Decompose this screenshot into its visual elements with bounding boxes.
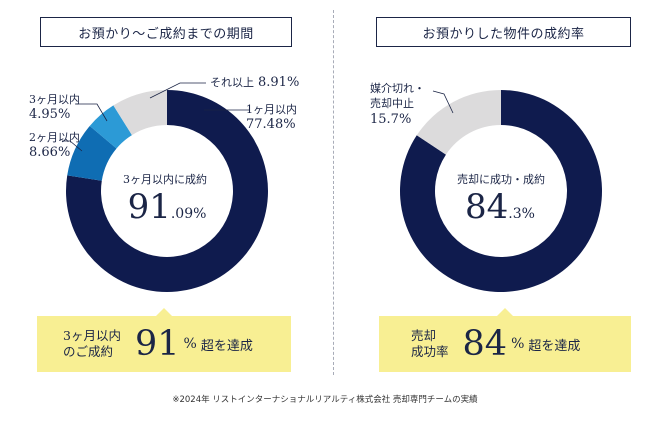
success-rate-chart-title: お預かりした物件の成約率 bbox=[376, 17, 631, 47]
success-center-dec: .3% bbox=[508, 206, 535, 222]
slice-2-months bbox=[67, 125, 117, 181]
label-over-value: 8.91% bbox=[258, 75, 299, 90]
success-banner: 売却 成功率 84 % 超を達成 bbox=[379, 308, 631, 372]
banner-caption-line2: のご成約 bbox=[63, 344, 114, 359]
leader-line-3m bbox=[75, 103, 108, 122]
label-1m-value: 77.48% bbox=[246, 117, 296, 132]
period-donut-chart: 1ヶ月以内 77.48% それ以上 8.91% 3ヶ月以内 4.95% 2ヶ月以… bbox=[29, 75, 299, 292]
period-center-dec: .09% bbox=[171, 206, 207, 222]
period-chart-title: お預かり〜ご成約までの期間 bbox=[40, 17, 292, 47]
label-1m-name: 1ヶ月以内 bbox=[246, 102, 297, 116]
slice-sold bbox=[400, 90, 602, 292]
banner-pointer bbox=[497, 308, 513, 316]
banner-big-number: 84 bbox=[462, 323, 508, 364]
label-2m-name: 2ヶ月以内 bbox=[29, 130, 80, 144]
success-center-caption: 売却に成功・成約 bbox=[457, 172, 545, 186]
banner-percent-unit: % bbox=[183, 336, 197, 352]
banner-pointer bbox=[156, 308, 172, 316]
slice-1-month bbox=[66, 90, 269, 292]
success-rate-donut-chart: 媒介切れ・ 売却中止 15.7% 売却に成功・成約 84.3% bbox=[370, 82, 602, 292]
label-cancelled-value: 15.7% bbox=[370, 112, 411, 127]
label-2m-value: 8.66% bbox=[29, 145, 70, 160]
leader-line-cancelled bbox=[432, 90, 454, 114]
panel-divider bbox=[333, 10, 334, 375]
leader-line-2m bbox=[62, 140, 83, 152]
banner-percent-unit: % bbox=[511, 336, 525, 352]
period-center-value: 91.09% bbox=[128, 187, 207, 227]
banner-achieved-text: 超を達成 bbox=[200, 338, 253, 354]
slice-over-3-months bbox=[113, 90, 167, 136]
footnote: ※2024年 リストインターナショナルリアルティ株式会社 売却専門チームの実績 bbox=[172, 395, 478, 405]
period-banner: 3ヶ月以内 のご成約 91 % 超を達成 bbox=[37, 308, 291, 372]
success-center-value: 84.3% bbox=[465, 187, 535, 227]
label-3m-name: 3ヶ月以内 bbox=[29, 92, 80, 106]
banner-caption: 3ヶ月以内 のご成約 bbox=[63, 328, 121, 360]
label-3m-value: 4.95% bbox=[29, 107, 70, 122]
banner-caption: 売却 成功率 bbox=[411, 328, 449, 360]
leader-line-over bbox=[149, 82, 206, 99]
banner-caption-line2: 成功率 bbox=[411, 344, 449, 359]
period-center-int: 91 bbox=[128, 187, 171, 227]
slice-3-months bbox=[89, 105, 132, 149]
label-cancelled-line2: 売却中止 bbox=[370, 97, 414, 110]
success-center-int: 84 bbox=[465, 187, 508, 227]
label-over-name: それ以上 bbox=[210, 76, 254, 89]
banner-achieved-text: 超を達成 bbox=[528, 338, 581, 354]
success-rate-panel: お預かりした物件の成約率 媒介切れ・ 売却中止 15.7% 売却に成功・成約 8… bbox=[330, 0, 650, 388]
banner-caption-line1: 3ヶ月以内 bbox=[63, 328, 121, 343]
banner-caption-line1: 売却 bbox=[411, 328, 437, 343]
label-cancelled-line1: 媒介切れ・ bbox=[370, 82, 425, 95]
period-center-caption: 3ヶ月以内に成約 bbox=[123, 172, 207, 186]
slice-cancelled bbox=[416, 90, 501, 155]
period-panel: お預かり〜ご成約までの期間 1ヶ月以内 77.48% それ以上 8.91% 3ヶ… bbox=[0, 0, 325, 388]
banner-big-number: 91 bbox=[134, 323, 180, 364]
